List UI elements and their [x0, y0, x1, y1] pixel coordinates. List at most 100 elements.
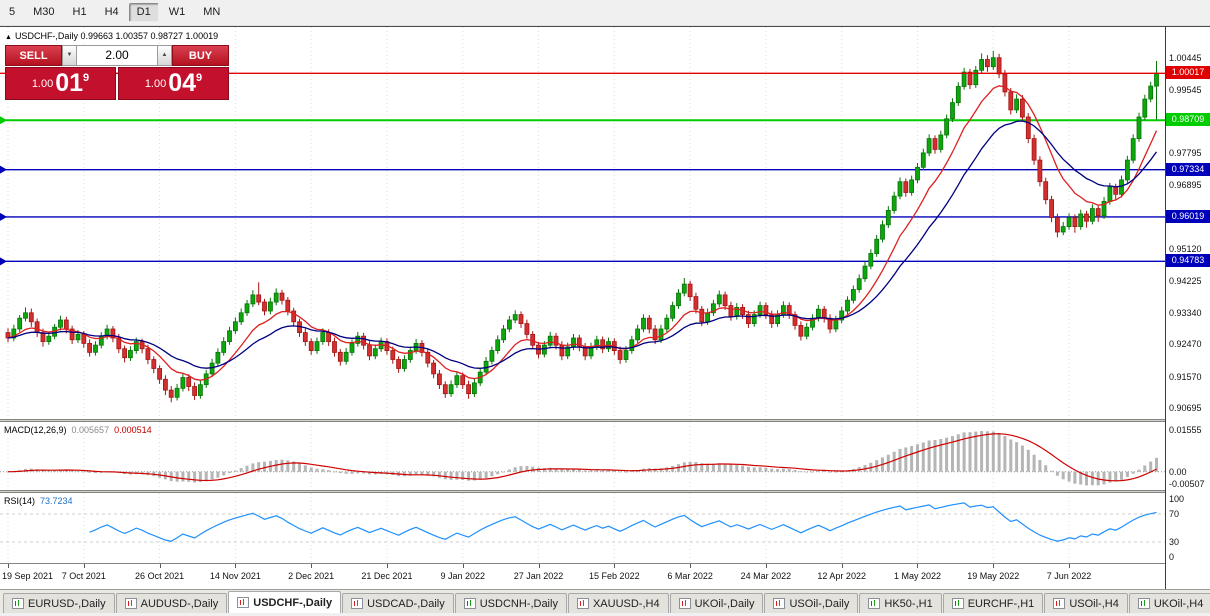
mini-chart-icon — [576, 598, 589, 609]
time-axis-label: 1 May 2022 — [893, 571, 941, 581]
macd-histogram — [6, 430, 1158, 486]
rsi-chart-canvas[interactable] — [0, 493, 1165, 563]
mini-chart-icon — [868, 598, 881, 609]
rsi-name: RSI(14) — [4, 496, 36, 506]
chart-tab-label: USDCNH-,Daily — [479, 597, 558, 610]
time-axis-tick — [1069, 564, 1070, 568]
time-axis-label: 24 Mar 2022 — [740, 571, 792, 581]
chart-tab[interactable]: HK50-,H1 — [859, 593, 942, 613]
macd-chart-canvas[interactable] — [0, 422, 1165, 490]
timeframe-button-mn[interactable]: MN — [203, 6, 221, 18]
price-axis-tick: 0.91570 — [1169, 372, 1202, 382]
support-resistance-lines[interactable] — [0, 116, 1165, 266]
ask-price-big-digits: 04 — [168, 69, 197, 97]
macd-signal-value: 0.000514 — [114, 425, 152, 435]
time-axis-tick — [842, 564, 843, 568]
ask-price-box[interactable]: 1.00 04 9 — [118, 67, 229, 100]
time-axis-label: 2 Dec 2021 — [288, 571, 335, 581]
fast-ma-line[interactable] — [7, 85, 1158, 381]
time-axis-label: 7 Oct 2021 — [61, 571, 106, 581]
volume-increase-icon[interactable]: ▲ — [157, 45, 172, 66]
mini-chart-icon — [237, 597, 250, 608]
bid-price-box[interactable]: 1.00 01 9 — [5, 67, 116, 100]
window-footer — [0, 613, 1210, 616]
timeframe-button-h1[interactable]: H1 — [72, 6, 87, 18]
vertical-gridlines — [7, 27, 1070, 419]
chart-tab[interactable]: UKOil-,Daily — [669, 593, 764, 613]
timeframe-button-d1[interactable]: D1 — [128, 3, 159, 22]
time-axis-tick — [160, 564, 161, 568]
volume-input[interactable]: 2.00 — [77, 45, 157, 66]
candles-series — [5, 50, 1159, 403]
chart-tab[interactable]: USDCHF-,Daily — [228, 591, 342, 613]
chart-tab[interactable]: UKOil-,H4 — [1128, 593, 1210, 613]
macd-label: MACD(12,26,9) 0.005657 0.000514 — [4, 425, 152, 435]
bid-price-pip-digit: 9 — [83, 72, 90, 84]
chart-tab[interactable]: EURUSD-,Daily — [3, 593, 115, 613]
mini-chart-icon — [12, 598, 24, 609]
price-level-badge: 0.98709 — [1166, 113, 1210, 126]
price-axis-tick: 0.97795 — [1169, 148, 1202, 158]
chart-tab-label: AUDUSD-,Daily — [140, 597, 219, 610]
time-axis-tick — [387, 564, 388, 568]
time-axis-label: 6 Mar 2022 — [667, 571, 713, 581]
pane-separator — [0, 563, 1210, 564]
chart-tab[interactable]: AUDUSD-,Daily — [115, 593, 228, 613]
pane-separator[interactable] — [0, 419, 1210, 422]
buy-button[interactable]: BUY — [172, 45, 229, 66]
volume-decrease-icon[interactable]: ▼ — [62, 45, 77, 66]
time-axis-tick — [8, 564, 9, 568]
time-axis-tick — [539, 564, 540, 568]
macd-axis-tick: 0.00 — [1169, 467, 1187, 477]
time-axis-tick — [84, 564, 85, 568]
price-chart-canvas[interactable] — [0, 27, 1165, 419]
time-axis[interactable]: 19 Sep 2021 7 Oct 2021 26 Oct 2021 14 Nov 2… — [0, 564, 1165, 589]
time-axis-label: 26 Oct 2021 — [135, 571, 185, 581]
timeframe-button-5[interactable]: 5 — [9, 6, 16, 18]
chart-tab-label: EURUSD-,Daily — [28, 597, 106, 610]
chart-tab[interactable]: USOil-,Daily — [764, 593, 859, 613]
mini-chart-icon — [124, 598, 137, 609]
price-axis-tick: 1.00445 — [1169, 53, 1202, 63]
price-axis-tick: 0.90695 — [1169, 403, 1202, 413]
rsi-pane: RSI(14) 73.7234 — [0, 493, 1165, 563]
time-axis-tick — [235, 564, 236, 568]
chart-tab[interactable]: XAUUSD-,H4 — [567, 593, 669, 613]
chart-tab[interactable]: EURCHF-,H1 — [942, 593, 1044, 613]
time-axis-tick — [311, 564, 312, 568]
time-axis-tick — [690, 564, 691, 568]
chart-tab[interactable]: USDCAD-,Daily — [342, 593, 454, 613]
timeframe-toolbar: 5 M30 H1 H4 D1 W1 MN — [0, 0, 1210, 26]
chart-tab[interactable]: USDCNH-,Daily — [454, 593, 567, 613]
mini-chart-icon — [351, 598, 364, 609]
macd-pane: MACD(12,26,9) 0.005657 0.000514 — [0, 422, 1165, 490]
timeframe-button-h4[interactable]: H4 — [104, 6, 119, 18]
chart-tab-label: HK50-,H1 — [884, 597, 933, 610]
price-level-badge: 0.94783 — [1166, 254, 1210, 267]
chart-tab[interactable]: USOil-,H4 — [1044, 593, 1128, 613]
rsi-axis-tick: 70 — [1169, 509, 1180, 519]
slow-ma-line[interactable] — [7, 120, 1158, 369]
chart-ohlc-values: 0.99663 1.00357 0.98727 1.00019 — [80, 31, 219, 41]
timeframe-button-w1[interactable]: W1 — [168, 6, 186, 18]
time-axis-tick — [463, 564, 464, 568]
chart-tab-label: EURCHF-,H1 — [967, 597, 1035, 610]
time-axis-label: 19 Sep 2021 — [2, 571, 54, 581]
macd-name: MACD(12,26,9) — [4, 425, 67, 435]
ask-price-pip-digit: 9 — [196, 72, 203, 84]
time-axis-label: 9 Jan 2022 — [440, 571, 486, 581]
chart-ohlc-header: ▲ USDCHF-,Daily 0.99663 1.00357 0.98727 1… — [5, 31, 218, 41]
sell-button[interactable]: SELL — [5, 45, 62, 66]
rsi-axis-tick: 0 — [1169, 552, 1175, 562]
price-level-badge: 1.00017 — [1166, 66, 1210, 79]
rsi-value: 73.7234 — [40, 496, 73, 506]
chart-menu-icon[interactable]: ▲ — [5, 34, 12, 41]
timeframe-button-m30[interactable]: M30 — [33, 6, 55, 18]
macd-axis-tick: -0.00507 — [1169, 479, 1205, 489]
pane-separator[interactable] — [0, 490, 1210, 493]
price-axis[interactable]: 1.00445 0.99545 0.97795 0.96895 0.95120 0.942… — [1165, 27, 1210, 589]
mini-chart-icon — [773, 598, 786, 609]
price-axis-tick: 0.94225 — [1169, 276, 1202, 286]
chart-tab-label: USDCHF-,Daily — [253, 596, 333, 609]
time-axis-label: 19 May 2022 — [967, 571, 1020, 581]
